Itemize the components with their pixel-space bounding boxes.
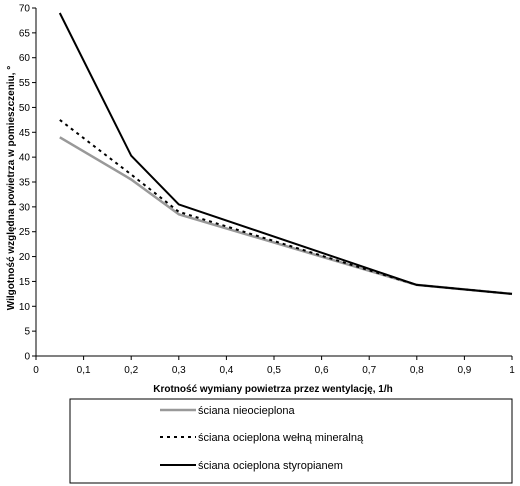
x-tick-label: 0,8 (410, 365, 424, 376)
series-layer (58, 12, 513, 296)
y-tick-label: 65 (19, 28, 31, 39)
y-tick-label: 35 (19, 178, 31, 189)
series-sciana-ocieplona-styropianem-line (58, 12, 513, 295)
y-tick-label: 15 (19, 277, 31, 288)
y-tick-label: 5 (24, 327, 30, 338)
y-axis-ticks: 0 5 10 15 20 25 30 35 40 45 50 55 60 65 70 (19, 4, 36, 363)
x-tick-label: 0,1 (77, 365, 91, 376)
legend-box (69, 398, 513, 484)
y-tick-label: 45 (19, 128, 31, 139)
x-tick-label: 0 (33, 365, 39, 376)
x-tick-label: 0,5 (267, 365, 281, 376)
legend-label: ściana ocieplona wełną mineralną (198, 432, 364, 444)
x-axis-title: Krotność wymiany powietrza przez wentyla… (153, 384, 393, 395)
legend-label: ściana nieocieplona (198, 405, 296, 417)
x-tick-label: 0,2 (124, 365, 138, 376)
y-tick-label: 20 (19, 252, 31, 263)
y-tick-label: 40 (19, 153, 31, 164)
x-tick-label: 0,4 (219, 365, 233, 376)
y-tick-label: 55 (19, 78, 31, 89)
x-tick-label: 0,3 (172, 365, 186, 376)
x-axis-ticks: 0 0,1 0,2 0,3 0,4 0,5 0,6 0,7 0,8 0,9 1 (33, 356, 515, 376)
y-tick-label: 30 (19, 202, 31, 213)
x-tick-label: 0,6 (315, 365, 329, 376)
y-tick-label: 0 (24, 352, 30, 363)
legend: ściana nieocieplona ściana ocieplona wełn… (160, 405, 364, 472)
y-tick-label: 60 (19, 53, 31, 64)
y-tick-label: 50 (19, 103, 31, 114)
x-tick-label: 0,7 (362, 365, 376, 376)
y-tick-label: 10 (19, 302, 31, 313)
legend-label: ściana ocieplona styropianem (198, 460, 343, 472)
y-tick-label: 70 (19, 4, 31, 15)
y-tick-label: 25 (19, 227, 31, 238)
x-tick-label: 0,9 (457, 365, 471, 376)
y-axis-title: Wilgotność względna powietrza w pomieszc… (6, 66, 17, 311)
x-tick-label: 1 (509, 365, 515, 376)
